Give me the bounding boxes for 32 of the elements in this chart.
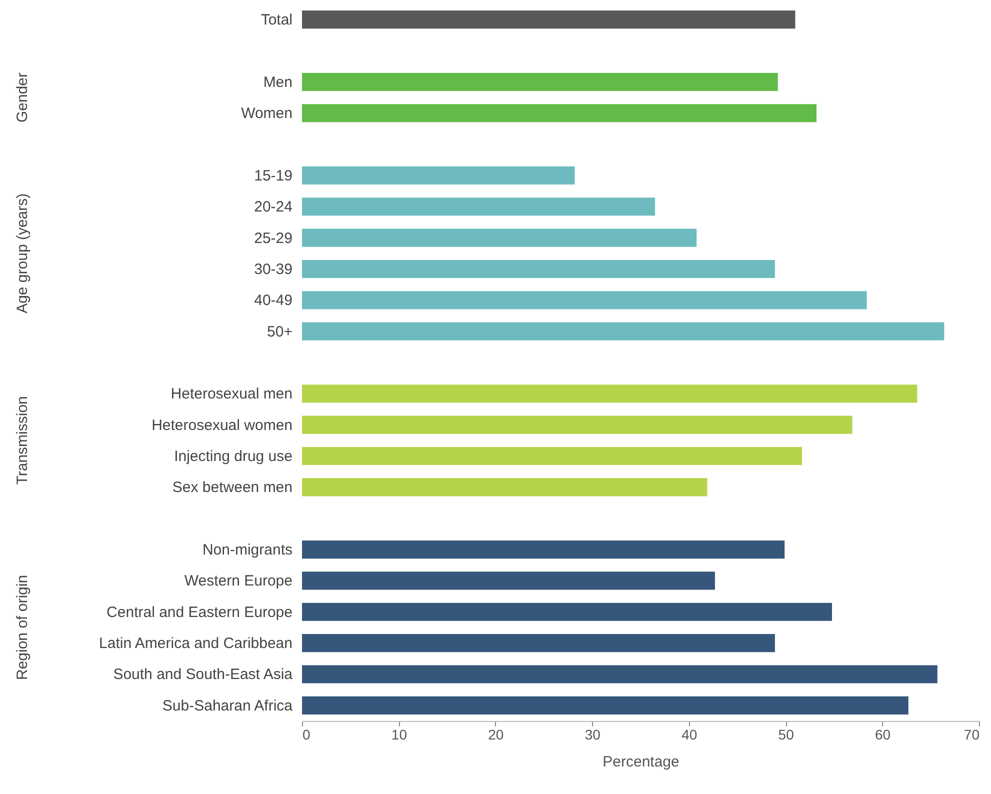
y-tick-label: Heterosexual men — [170, 386, 292, 403]
y-tick-label: Heterosexual women — [152, 416, 292, 434]
y-tick-label: 15-19 — [254, 167, 292, 184]
y-tick-label: Injecting drug use — [174, 448, 292, 466]
y-tick-label: Latin America and Caribbean — [99, 635, 292, 652]
y-tick-label: South and South-East Asia — [113, 666, 294, 684]
y-tick-label: Sub-Saharan Africa — [162, 697, 294, 714]
x-tick-label: 50 — [778, 726, 794, 742]
y-tick-label: 40-49 — [254, 292, 292, 310]
y-tick-label: 20-24 — [254, 198, 292, 216]
text: Gender — [14, 72, 31, 123]
y-tick-label: 30-39 — [254, 260, 292, 278]
text: Transmission — [14, 396, 31, 485]
x-tick-label: 20 — [488, 726, 504, 742]
y-tick-label: Western Europe — [184, 572, 292, 590]
text: Region of origin — [14, 574, 31, 680]
x-tick-label: 60 — [874, 726, 891, 742]
y-tick-label: Sex between men — [172, 479, 292, 496]
y-tick-label: Men — [263, 74, 292, 91]
y-tick-label: Non-migrants — [202, 542, 292, 559]
x-tick-label: 30 — [584, 726, 601, 742]
x-tick-label: 70 — [964, 726, 980, 742]
y-tick-label: 50+ — [267, 323, 293, 340]
text: Age group (years) — [14, 193, 31, 314]
y-tick-label: 25-29 — [254, 230, 292, 247]
y-tick-label: Central and Eastern Europe — [106, 604, 292, 621]
x-tick-label: 0 — [302, 726, 310, 742]
x-axis-title: Percentage — [602, 754, 680, 770]
y-tick-label: Total — [260, 12, 292, 29]
y-tick-label: Women — [241, 105, 292, 122]
x-tick-label: 10 — [391, 726, 408, 742]
x-tick-label: 40 — [682, 726, 698, 742]
